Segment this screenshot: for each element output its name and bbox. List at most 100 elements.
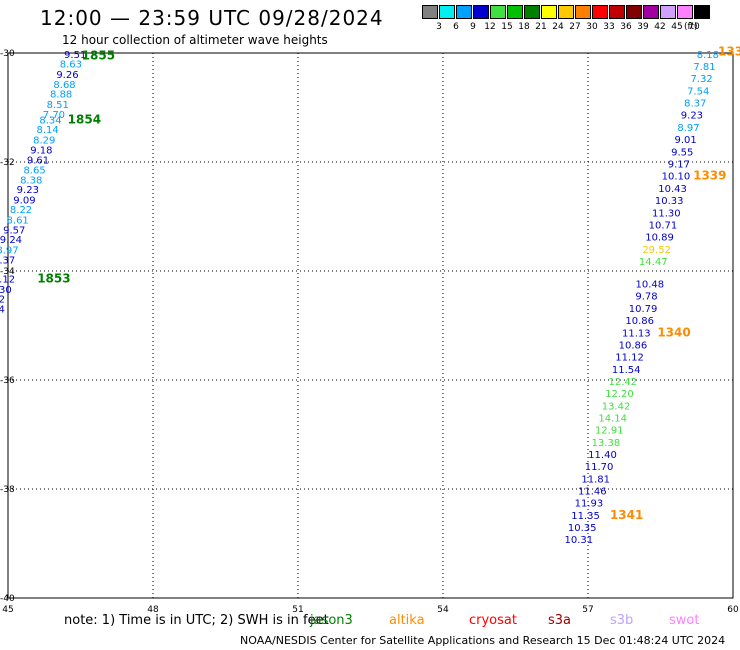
legend-swatch xyxy=(677,5,693,19)
wave-height-label: 8.68 xyxy=(53,80,75,91)
page-title: 12:00 — 23:59 UTC 09/28/2024 xyxy=(40,6,384,30)
legend-swatch xyxy=(558,5,574,19)
satellite-swot: swot xyxy=(669,613,700,628)
legend-label: 24 xyxy=(552,22,564,32)
legend-unit: (ft) xyxy=(684,22,698,32)
wave-height-label: 8.22 xyxy=(10,205,32,216)
credit-line: NOAA/NESDIS Center for Satellite Applica… xyxy=(240,634,726,647)
wave-height-label: 10.89 xyxy=(645,232,674,243)
wave-height-label: 11.81 xyxy=(581,474,610,485)
footer-note: note: 1) Time is in UTC; 2) SWH is in fe… xyxy=(64,613,329,628)
legend-swatch xyxy=(643,5,659,19)
legend-swatch xyxy=(422,5,438,19)
satellite-jason3: jason3 xyxy=(310,613,353,628)
x-tick-label: 60 xyxy=(727,605,739,615)
wave-height-label: 11.70 xyxy=(585,462,614,473)
wave-height-label: 10.64 xyxy=(0,304,5,315)
wave-height-label: 10.71 xyxy=(649,220,678,231)
wave-height-label: 10.86 xyxy=(625,316,654,327)
time-label: 1340 xyxy=(657,325,690,339)
x-tick-label: 45 xyxy=(2,605,13,615)
legend-label: 39 xyxy=(637,22,649,32)
wave-height-label: 9.09 xyxy=(13,195,35,206)
wave-height-label: 29.52 xyxy=(642,245,671,256)
legend-label: 6 xyxy=(453,22,459,32)
wave-height-label: 8.29 xyxy=(33,135,55,146)
legend-swatch xyxy=(507,5,523,19)
time-label: 1341 xyxy=(610,508,643,522)
wave-height-label: 11.30 xyxy=(652,209,681,220)
wave-height-label: 10.48 xyxy=(636,279,665,290)
wave-height-label: 12.91 xyxy=(595,425,624,436)
wave-height-label: 8.61 xyxy=(7,216,29,227)
wave-height-label: 10.10 xyxy=(662,171,691,182)
wave-height-label: 8.97 xyxy=(0,246,19,257)
wave-height-label: 7.54 xyxy=(687,86,709,97)
y-tick-label: -32 xyxy=(0,158,15,168)
wave-height-label: 10.30 xyxy=(0,285,12,296)
wave-height-label: 8.65 xyxy=(23,165,45,176)
wave-height-label: 14.47 xyxy=(639,257,668,268)
legend-swatch xyxy=(626,5,642,19)
y-tick-label: -38 xyxy=(0,485,15,495)
wave-height-label: 9.92 xyxy=(0,295,5,306)
satellite-cryosat: cryosat xyxy=(469,613,517,628)
wave-height-label: 9.57 xyxy=(3,225,25,236)
wave-height-label: 11.40 xyxy=(588,450,617,461)
wave-height-label: 12.42 xyxy=(608,377,637,388)
wave-height-label: 7.70 xyxy=(43,110,65,121)
wave-height-label: 9.78 xyxy=(635,291,657,302)
wave-height-label: 7.81 xyxy=(693,62,715,73)
wave-height-label: 9.26 xyxy=(56,70,78,81)
legend-label: 36 xyxy=(620,22,632,32)
wave-height-label: 8.18 xyxy=(697,50,719,61)
wave-height-label: 11.54 xyxy=(612,365,641,376)
legend-swatch xyxy=(609,5,625,19)
wave-height-label: 9.17 xyxy=(668,159,690,170)
legend-label: 70 xyxy=(688,22,700,32)
legend-swatch xyxy=(592,5,608,19)
x-tick-label: 48 xyxy=(147,605,159,615)
legend-label: 9 xyxy=(470,22,476,32)
x-tick-label: 57 xyxy=(582,605,593,615)
legend-swatch xyxy=(575,5,591,19)
legend-label: 3 xyxy=(436,22,442,32)
satellite-s3a: s3a xyxy=(548,613,572,628)
legend-label: 45 xyxy=(671,22,683,32)
satellite-s3b: s3b xyxy=(610,613,634,628)
wave-height-label: 11.93 xyxy=(575,498,604,509)
wave-height-label: 9.37 xyxy=(0,255,15,266)
wave-height-label: 11.46 xyxy=(578,486,607,497)
legend-swatch xyxy=(439,5,455,19)
wave-height-label: 8.63 xyxy=(60,60,82,71)
wave-height-label: 8.88 xyxy=(50,90,72,101)
wave-height-label: 8.38 xyxy=(20,175,42,186)
wave-height-label: 10.31 xyxy=(564,535,593,546)
wave-height-label: 8.97 xyxy=(677,123,699,134)
legend-label: 18 xyxy=(518,22,530,32)
page-subtitle: 12 hour collection of altimeter wave hei… xyxy=(62,33,328,47)
plot-frame xyxy=(7,52,734,599)
y-tick-label: -34 xyxy=(0,267,15,277)
wave-height-label: 8.37 xyxy=(684,98,706,109)
wave-height-label: 9.51 xyxy=(64,50,86,61)
legend-swatch xyxy=(541,5,557,19)
x-tick-label: 54 xyxy=(437,605,449,615)
wave-height-label: 14.14 xyxy=(598,413,627,424)
wave-height-label: 10.12 xyxy=(0,274,15,285)
legend-label: 27 xyxy=(569,22,581,32)
legend-swatch xyxy=(524,5,540,19)
wave-height-label: 9.23 xyxy=(681,110,703,121)
wave-height-label: 9.18 xyxy=(30,145,52,156)
wave-height-label: 12.20 xyxy=(605,389,634,400)
wave-height-label: 8.14 xyxy=(37,125,59,136)
legend-swatch xyxy=(473,5,489,19)
wave-height-label: 10.43 xyxy=(658,184,687,195)
wave-height-label: 9.23 xyxy=(17,185,39,196)
time-label: 1853 xyxy=(37,271,70,285)
wave-height-label: 8.34 xyxy=(39,115,61,126)
legend-label: 30 xyxy=(586,22,598,32)
legend-label: 15 xyxy=(501,22,513,32)
